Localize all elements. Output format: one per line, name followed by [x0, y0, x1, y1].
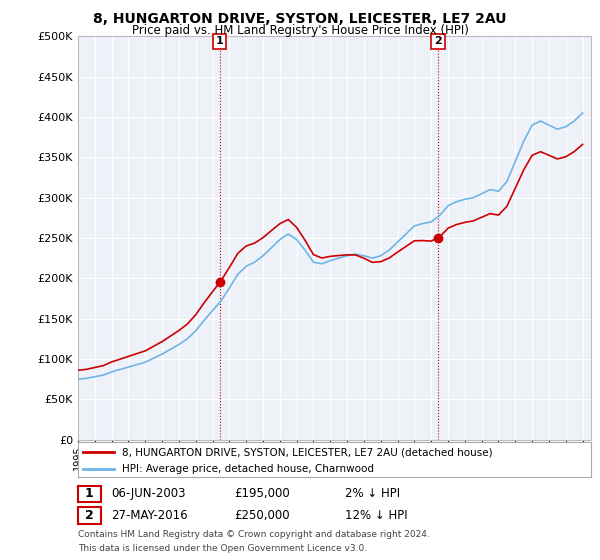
- Text: HPI: Average price, detached house, Charnwood: HPI: Average price, detached house, Char…: [122, 464, 374, 474]
- Text: 27-MAY-2016: 27-MAY-2016: [111, 509, 188, 522]
- Text: 8, HUNGARTON DRIVE, SYSTON, LEICESTER, LE7 2AU: 8, HUNGARTON DRIVE, SYSTON, LEICESTER, L…: [93, 12, 507, 26]
- Text: 8, HUNGARTON DRIVE, SYSTON, LEICESTER, LE7 2AU (detached house): 8, HUNGARTON DRIVE, SYSTON, LEICESTER, L…: [122, 447, 492, 457]
- Text: £195,000: £195,000: [234, 487, 290, 501]
- Text: 1: 1: [216, 36, 223, 46]
- Text: 2: 2: [85, 509, 94, 522]
- Text: 2% ↓ HPI: 2% ↓ HPI: [345, 487, 400, 501]
- Text: Contains HM Land Registry data © Crown copyright and database right 2024.: Contains HM Land Registry data © Crown c…: [78, 530, 430, 539]
- Text: £250,000: £250,000: [234, 509, 290, 522]
- Text: 2: 2: [434, 36, 442, 46]
- Text: 06-JUN-2003: 06-JUN-2003: [111, 487, 185, 501]
- Text: 12% ↓ HPI: 12% ↓ HPI: [345, 509, 407, 522]
- Text: 1: 1: [85, 487, 94, 501]
- Text: This data is licensed under the Open Government Licence v3.0.: This data is licensed under the Open Gov…: [78, 544, 367, 553]
- Text: Price paid vs. HM Land Registry's House Price Index (HPI): Price paid vs. HM Land Registry's House …: [131, 24, 469, 36]
